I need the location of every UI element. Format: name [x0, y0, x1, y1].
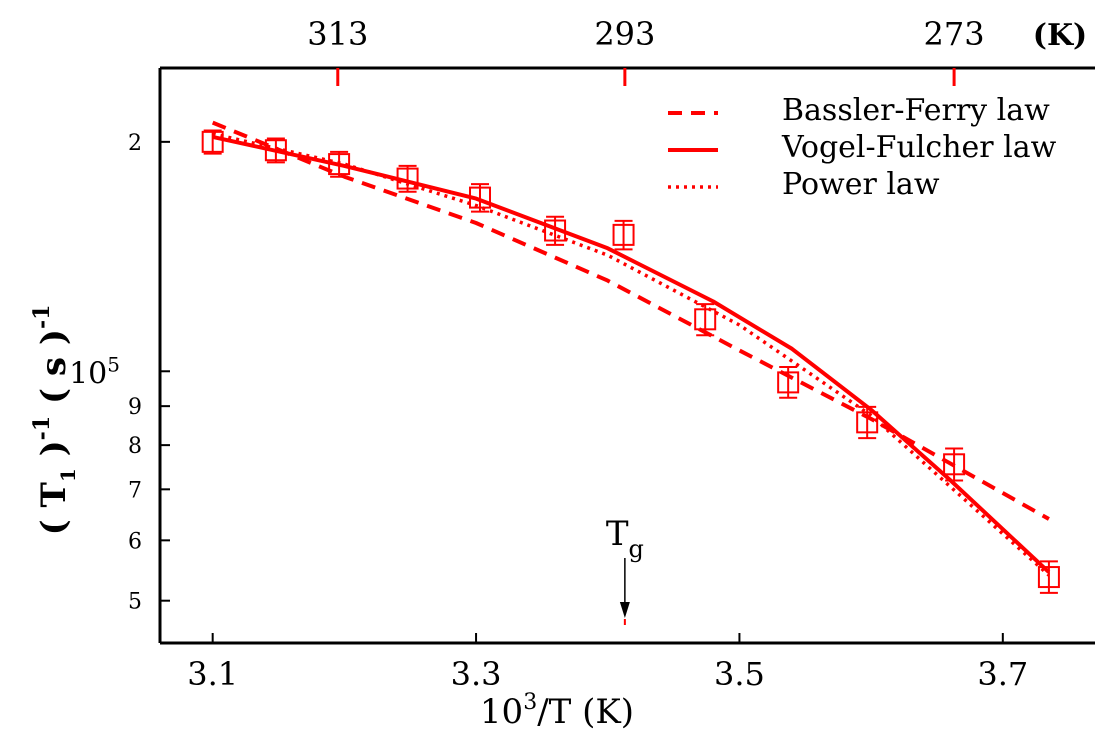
legend-label: Bassler-Ferry law [782, 93, 1050, 128]
x-axis-label-base: 10 [480, 692, 523, 729]
data-point-marker [544, 219, 567, 242]
x-tick-label: 3.1 [187, 655, 238, 693]
y-axis-label-sup1: -1 [29, 416, 55, 440]
y-axis-label-sub: 1 [56, 468, 80, 482]
tg-arrow-head [619, 602, 630, 618]
data-point [201, 129, 224, 155]
data-point [396, 164, 419, 193]
y-tick-label: 8 [128, 434, 142, 459]
data-point-marker [1037, 566, 1060, 589]
legend-label: Vogel-Fulcher law [781, 130, 1057, 165]
y-tick-label: 5 [128, 590, 142, 615]
data-point-marker [856, 411, 879, 434]
y-axis-label-part2: ) [34, 440, 74, 468]
x-axis-label-rest: /T (K) [537, 692, 634, 729]
x-axis-label: 103/T (K) [480, 690, 634, 729]
top-axis-tick-label: 293 [594, 15, 655, 53]
data-point [777, 365, 800, 399]
y-tick-label-sup: 5 [107, 352, 120, 376]
data-point-marker [469, 186, 492, 209]
data-point-marker [201, 130, 224, 153]
data-point [856, 405, 879, 440]
data-point-marker [943, 453, 966, 476]
annotation-layer: Tg [606, 514, 644, 625]
points-layer [201, 129, 1060, 594]
top-axis-tick-label: 273 [924, 15, 985, 53]
data-point [544, 215, 567, 246]
y-tick-label: 2 [128, 131, 142, 156]
data-point-marker [694, 308, 717, 331]
x-tick-label: 3.7 [977, 655, 1028, 693]
y-axis-label-part3: ( s ) [34, 329, 74, 416]
data-point-marker [264, 139, 287, 162]
data-point [694, 303, 717, 337]
x-tick-label: 3.5 [714, 655, 765, 693]
x-axis-label-sup: 3 [523, 690, 537, 715]
data-point [264, 137, 287, 164]
fit-curve-solid [212, 134, 1051, 574]
y-axis-label-part1: ( T [34, 482, 74, 535]
top-axis-unit: (K) [1033, 18, 1087, 53]
data-point-marker [777, 371, 800, 394]
y-tick-label: 105 [69, 352, 120, 391]
y-axis-label-sup2: -1 [29, 305, 55, 329]
fit-curve-dotted [212, 131, 1051, 577]
data-point [1037, 560, 1060, 594]
y-tick-label: 9 [128, 395, 142, 420]
y-tick-label-base: 10 [69, 356, 107, 391]
data-point-marker [612, 223, 635, 246]
plot-frame [158, 66, 1095, 645]
y-axis-label: ( T1 )-1 ( s )-1 [29, 305, 80, 536]
tg-label-sub: g [629, 535, 644, 563]
legend-label: Power law [782, 167, 940, 202]
y-tick-label: 7 [128, 478, 142, 503]
data-point [943, 447, 966, 482]
top-axis-tick-label: 313 [307, 15, 368, 53]
data-point [328, 150, 351, 178]
data-point-marker [396, 167, 419, 190]
x-tick-label: 3.3 [451, 655, 502, 693]
tg-label: Tg [606, 514, 644, 563]
y-tick-label: 6 [128, 529, 142, 554]
data-point-marker [328, 153, 351, 176]
tg-label-base: T [606, 514, 629, 554]
data-point [469, 183, 492, 213]
data-point [612, 219, 635, 251]
